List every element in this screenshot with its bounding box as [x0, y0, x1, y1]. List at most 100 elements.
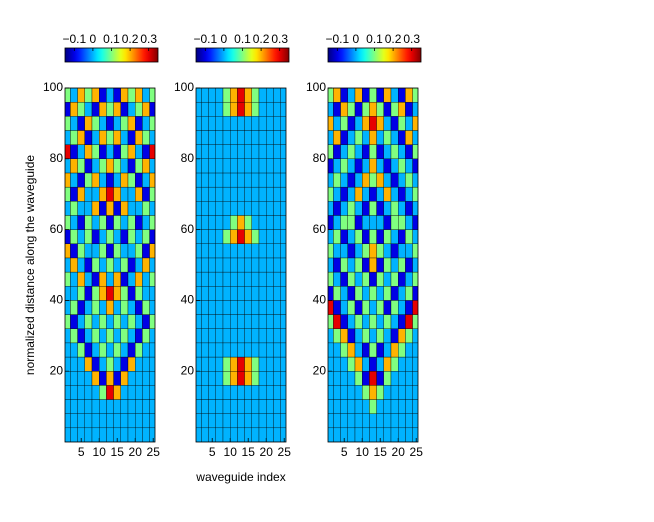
cell: [149, 385, 155, 400]
cell: [412, 101, 418, 117]
cell: [412, 342, 418, 358]
cell: [383, 144, 392, 159]
cell: [273, 385, 281, 400]
cell: [149, 201, 155, 216]
cell: [230, 257, 238, 273]
cell: [99, 257, 107, 273]
cell: [354, 172, 363, 188]
cell: [280, 172, 286, 188]
cell: [412, 300, 418, 315]
cell: [77, 314, 85, 329]
cell: [383, 385, 392, 400]
cell: [70, 158, 78, 174]
cell: [244, 116, 252, 131]
cell: [383, 356, 392, 372]
cell: [106, 201, 114, 216]
cell: [369, 116, 377, 131]
cell: [376, 271, 384, 287]
cell: [135, 427, 143, 442]
y-tick-label: 60: [181, 222, 195, 236]
cell: [328, 158, 334, 174]
x-tick-label: 15: [111, 445, 125, 459]
cell: [208, 314, 216, 329]
cell: [201, 101, 209, 117]
cell: [258, 314, 267, 329]
cell: [354, 229, 363, 244]
cell: [99, 328, 107, 344]
cell: [99, 413, 107, 429]
cell: [70, 427, 78, 442]
cell: [201, 286, 209, 301]
cell: [99, 342, 107, 358]
cell: [113, 286, 121, 301]
cell: [258, 286, 267, 301]
cell: [77, 342, 85, 358]
cell: [149, 328, 155, 344]
cell: [273, 356, 281, 372]
cell: [196, 243, 202, 259]
cell: [65, 172, 71, 188]
cell: [135, 413, 143, 429]
cell: [333, 413, 341, 429]
cell: [398, 116, 406, 131]
cell: [201, 144, 209, 159]
x-tick-label: 15: [374, 445, 388, 459]
cell: [347, 88, 356, 103]
cell: [266, 286, 274, 301]
cell: [340, 116, 348, 131]
cell: [362, 130, 370, 145]
cell: [258, 243, 267, 259]
cell: [149, 144, 155, 159]
cell: [84, 413, 93, 429]
cell: [280, 116, 286, 131]
cell: [251, 300, 260, 315]
cell: [99, 186, 107, 202]
cell: [251, 172, 260, 188]
cell: [376, 371, 384, 386]
cell: [77, 201, 85, 216]
cell: [340, 257, 348, 273]
cell: [280, 215, 286, 230]
cell: [84, 427, 93, 442]
cell: [70, 328, 78, 344]
cell: [106, 144, 114, 159]
cell: [99, 385, 107, 400]
cell: [251, 257, 260, 273]
y-axis-label: normalized distance along the waveguide: [23, 155, 37, 375]
cell: [106, 172, 114, 188]
cell: [405, 286, 413, 301]
cell: [333, 101, 341, 117]
cell: [208, 342, 216, 358]
cell: [244, 257, 252, 273]
cell: [340, 215, 348, 230]
cell: [354, 186, 363, 202]
cell: [91, 257, 100, 273]
cell: [135, 101, 143, 117]
cell: [251, 371, 260, 386]
cell: [412, 328, 418, 344]
y-tick-label: 40: [313, 293, 327, 307]
cell: [215, 356, 224, 372]
cell: [273, 371, 281, 386]
cell: [120, 88, 129, 103]
cell: [65, 300, 71, 315]
x-tick-label: 20: [392, 445, 406, 459]
cell: [77, 101, 85, 117]
cell: [70, 300, 78, 315]
cell: [328, 356, 334, 372]
cell: [106, 229, 114, 244]
cell: [258, 413, 267, 429]
cell: [280, 186, 286, 202]
cell: [369, 342, 377, 358]
plot-frame: [64, 87, 156, 443]
x-tick-label: 15: [242, 445, 256, 459]
cell: [222, 328, 231, 344]
cell: [127, 342, 136, 358]
cell: [280, 413, 286, 429]
cell: [258, 158, 267, 174]
cell: [113, 201, 121, 216]
cell: [99, 144, 107, 159]
cell: [251, 215, 260, 230]
cell: [251, 328, 260, 344]
cell: [237, 271, 245, 287]
